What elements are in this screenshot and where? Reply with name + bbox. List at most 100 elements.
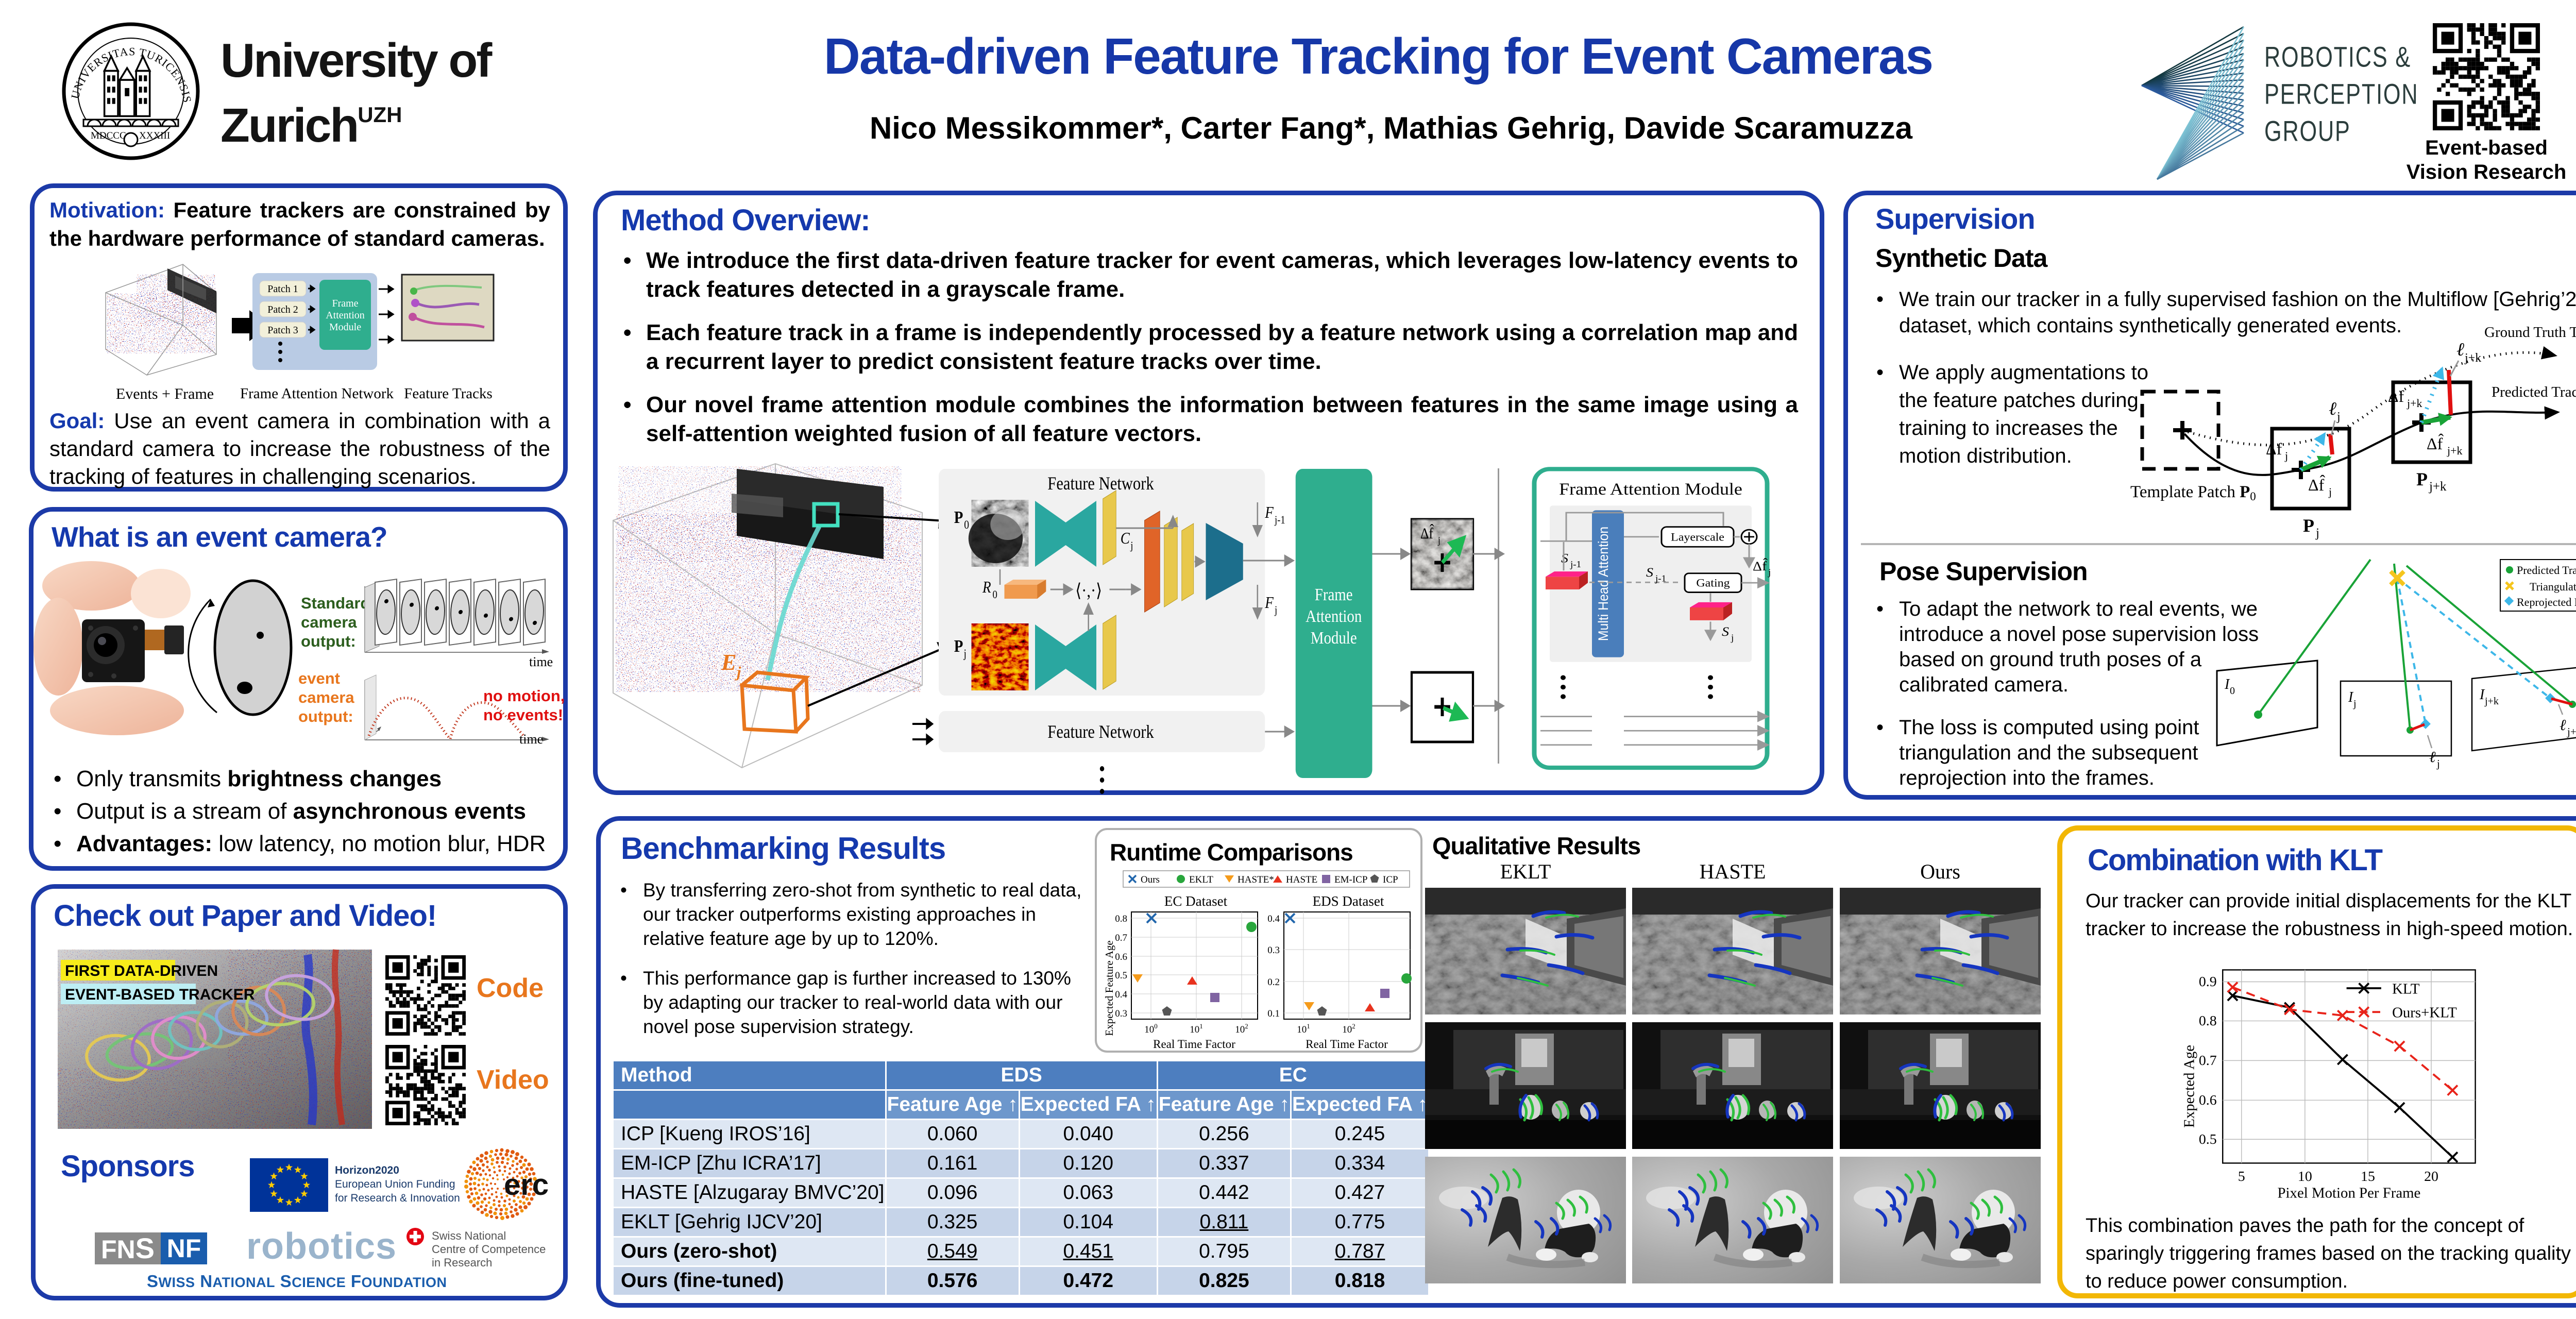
svg-text:j+k: j+k	[2567, 725, 2576, 738]
svg-text:Ours: Ours	[1141, 874, 1160, 885]
svg-text:C: C	[1121, 530, 1130, 547]
svg-text:j: j	[1437, 535, 1440, 547]
svg-text:j: j	[1274, 604, 1277, 617]
svg-text:KLT: KLT	[2392, 981, 2420, 997]
svg-text:Frame: Frame	[332, 298, 358, 309]
svg-text:S: S	[1722, 624, 1730, 639]
svg-text:S: S	[1561, 551, 1569, 566]
svg-text:I: I	[2479, 687, 2485, 703]
svg-text:Real Time Factor: Real Time Factor	[1306, 1038, 1388, 1051]
svg-text:I: I	[2224, 677, 2230, 692]
svg-text:0.5: 0.5	[1115, 970, 1127, 981]
svg-text:XXXIII: XXXIII	[139, 130, 170, 141]
svg-text:ℓ: ℓ	[2329, 398, 2336, 419]
svg-text:Reprojected Point: Reprojected Point	[2517, 596, 2576, 608]
svg-text:j: j	[2436, 757, 2440, 770]
svg-text:Patch 2: Patch 2	[267, 304, 298, 315]
svg-text:Attention: Attention	[1306, 606, 1362, 626]
svg-text:EDS Dataset: EDS Dataset	[1313, 893, 1384, 909]
svg-text:0.6: 0.6	[2199, 1092, 2217, 1108]
svg-text:HASTE: HASTE	[1286, 874, 1317, 885]
svg-text:j+k: j+k	[2464, 351, 2481, 365]
svg-text:0.7: 0.7	[2199, 1053, 2217, 1069]
svg-text:Feature Network: Feature Network	[1047, 474, 1154, 494]
svg-text:j+k: j+k	[2429, 480, 2447, 494]
svg-text:S: S	[1646, 565, 1654, 580]
svg-text:j: j	[2336, 410, 2341, 424]
svg-text:0.4: 0.4	[1267, 914, 1280, 924]
svg-text:0.5: 0.5	[2199, 1131, 2217, 1147]
svg-text:0.7: 0.7	[1115, 933, 1127, 943]
svg-text:Ground Truth Track: Ground Truth Track	[2484, 324, 2576, 341]
svg-text:Δf: Δf	[2266, 439, 2282, 458]
svg-text:Patch 1: Patch 1	[267, 283, 298, 295]
svg-text:j+k: j+k	[2406, 397, 2422, 410]
svg-text:Pixel Motion Per Frame: Pixel Motion Per Frame	[2277, 1185, 2420, 1202]
svg-text:Ours+KLT: Ours+KLT	[2392, 1005, 2457, 1021]
svg-text:EM-ICP: EM-ICP	[1334, 874, 1367, 885]
svg-text:Layerscale: Layerscale	[1671, 530, 1724, 543]
svg-text:⟨·,·⟩: ⟨·,·⟩	[1075, 581, 1102, 601]
svg-text:E: E	[721, 650, 736, 675]
svg-text:j-1: j-1	[1570, 559, 1581, 569]
svg-text:Attention: Attention	[326, 310, 365, 321]
svg-text:Δf̂: Δf̂	[2308, 475, 2326, 494]
svg-text:ICP: ICP	[1383, 874, 1398, 885]
svg-text:ℓ: ℓ	[2456, 339, 2464, 360]
svg-text:0: 0	[964, 518, 969, 532]
svg-text:PERCEPTION: PERCEPTION	[2264, 78, 2418, 110]
svg-text:0.1: 0.1	[1267, 1008, 1280, 1019]
svg-text:Gating: Gating	[1696, 576, 1730, 589]
svg-text:I: I	[2348, 689, 2354, 705]
svg-text:j: j	[1731, 633, 1734, 642]
svg-text:FIRST DATA-DRIVEN: FIRST DATA-DRIVEN	[65, 962, 218, 979]
svg-text:R: R	[982, 579, 991, 596]
svg-text:j: j	[735, 664, 741, 681]
svg-text:j: j	[2284, 449, 2288, 462]
svg-text:Δf̂: Δf̂	[1420, 524, 1434, 542]
svg-text:F: F	[1264, 504, 1274, 521]
svg-text:Frame: Frame	[1315, 585, 1353, 604]
svg-text:GROUP: GROUP	[2264, 115, 2351, 147]
svg-text:Feature Network: Feature Network	[1047, 722, 1154, 742]
svg-text:P: P	[954, 508, 963, 527]
svg-text:j: j	[2315, 526, 2319, 540]
svg-text:j+k: j+k	[2484, 696, 2499, 707]
svg-text:20: 20	[2424, 1169, 2438, 1185]
svg-text:0.2: 0.2	[1267, 977, 1280, 988]
svg-text:j-1: j-1	[1655, 573, 1666, 583]
svg-text:Δf̂: Δf̂	[2427, 434, 2444, 453]
svg-text:Real Time Factor: Real Time Factor	[1153, 1038, 1235, 1051]
svg-text:Module: Module	[329, 322, 361, 333]
svg-text:Frame Attention Module: Frame Attention Module	[1559, 480, 1742, 498]
svg-text:HASTE*: HASTE*	[1238, 874, 1274, 885]
svg-text:0: 0	[2230, 685, 2235, 697]
svg-text:0.8: 0.8	[1115, 914, 1127, 924]
svg-text:0.3: 0.3	[1115, 1008, 1127, 1019]
svg-text:Runtime Comparisons: Runtime Comparisons	[1110, 839, 1353, 866]
svg-text:0.9: 0.9	[2199, 974, 2217, 990]
svg-text:Module: Module	[1311, 628, 1357, 648]
svg-text:j: j	[963, 647, 967, 661]
svg-text:MDCCC: MDCCC	[91, 130, 126, 141]
svg-text:j: j	[2328, 485, 2332, 498]
svg-text:P: P	[954, 636, 963, 656]
svg-text:0.6: 0.6	[1115, 952, 1127, 962]
svg-text:0.3: 0.3	[1267, 945, 1280, 956]
svg-text:15: 15	[2361, 1169, 2375, 1185]
svg-text:Δf̂: Δf̂	[1753, 558, 1768, 573]
svg-text:EKLT: EKLT	[1189, 874, 1213, 885]
svg-text:10: 10	[2298, 1169, 2312, 1185]
svg-text:j: j	[1130, 540, 1133, 552]
svg-text:0.4: 0.4	[1115, 989, 1127, 1000]
svg-text:Predicted Track: Predicted Track	[2517, 564, 2576, 577]
svg-text:ℓ: ℓ	[2429, 749, 2436, 766]
svg-text:Expected Feature Age: Expected Feature Age	[1103, 940, 1115, 1036]
svg-text:F: F	[1264, 594, 1274, 612]
svg-text:ℓ: ℓ	[2560, 717, 2566, 734]
svg-text:Patch 3: Patch 3	[267, 325, 298, 336]
svg-text:j: j	[1768, 567, 1771, 577]
svg-text:0.8: 0.8	[2199, 1013, 2217, 1029]
svg-text:Expected Age: Expected Age	[2181, 1045, 2197, 1128]
svg-text:j-1: j-1	[1274, 514, 1285, 527]
